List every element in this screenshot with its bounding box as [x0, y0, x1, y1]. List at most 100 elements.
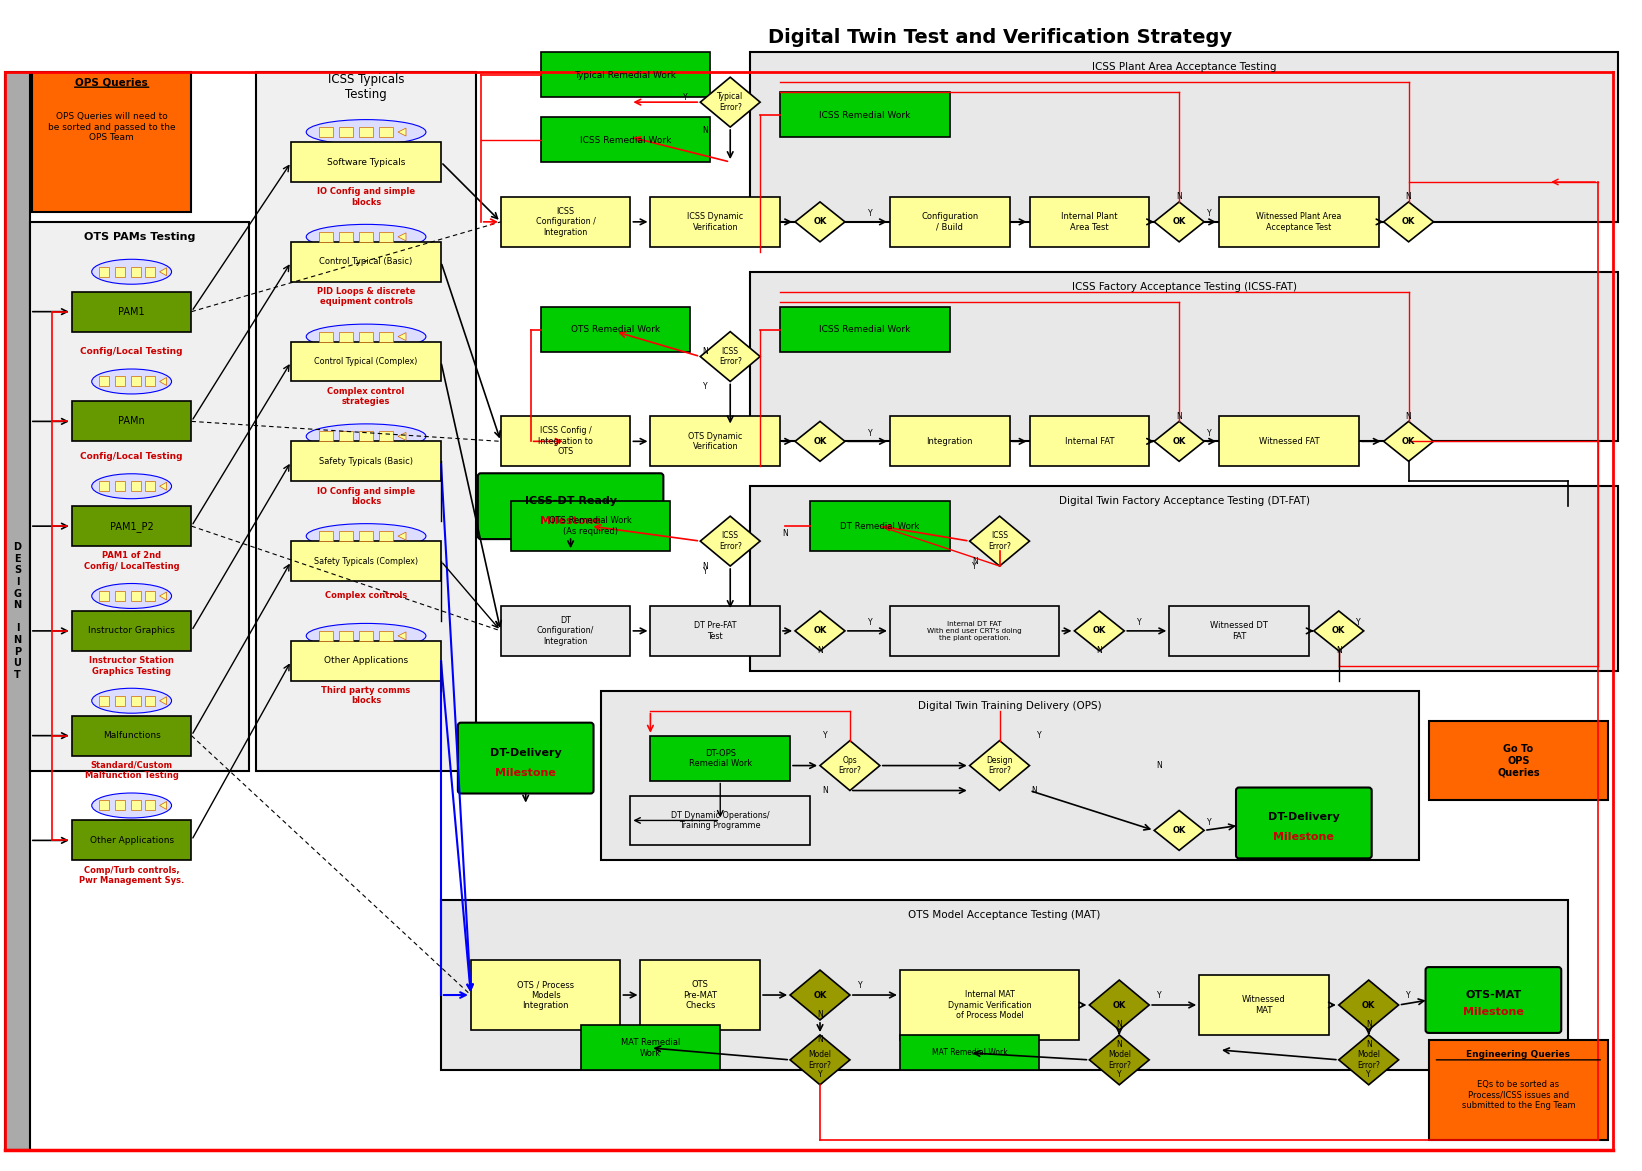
FancyBboxPatch shape	[115, 591, 125, 601]
Text: Y: Y	[1207, 429, 1212, 438]
Text: OTS Dynamic
Verification: OTS Dynamic Verification	[688, 432, 742, 451]
FancyBboxPatch shape	[31, 73, 192, 212]
FancyBboxPatch shape	[540, 53, 711, 97]
Polygon shape	[1314, 611, 1365, 651]
Text: Witnessed FAT: Witnessed FAT	[1258, 437, 1319, 446]
Text: Instructor Graphics: Instructor Graphics	[89, 626, 176, 636]
Text: Internal MAT
Dynamic Verification
of Process Model: Internal MAT Dynamic Verification of Pro…	[947, 991, 1031, 1020]
FancyBboxPatch shape	[72, 611, 192, 651]
Text: ICSS Config /
Integration to
OTS: ICSS Config / Integration to OTS	[539, 426, 593, 457]
Text: N: N	[1097, 646, 1102, 656]
Polygon shape	[1154, 422, 1204, 461]
Text: ICSS Typicals
Testing: ICSS Typicals Testing	[328, 73, 404, 101]
FancyBboxPatch shape	[99, 481, 108, 491]
FancyBboxPatch shape	[631, 795, 810, 845]
Text: PAM1: PAM1	[118, 307, 144, 316]
Text: N: N	[823, 786, 828, 795]
FancyBboxPatch shape	[5, 73, 30, 1150]
Text: N: N	[1117, 1040, 1121, 1049]
Text: Y: Y	[1038, 731, 1041, 740]
FancyBboxPatch shape	[291, 541, 442, 581]
Ellipse shape	[92, 689, 171, 713]
Text: N: N	[703, 562, 708, 570]
FancyBboxPatch shape	[340, 128, 353, 137]
Text: N: N	[818, 1011, 823, 1020]
Ellipse shape	[92, 793, 171, 819]
FancyBboxPatch shape	[72, 715, 192, 755]
FancyBboxPatch shape	[131, 591, 141, 601]
Text: Milestone: Milestone	[496, 767, 557, 778]
Text: Model
Error?: Model Error?	[1108, 1050, 1131, 1069]
Text: N: N	[1406, 192, 1412, 201]
FancyBboxPatch shape	[471, 960, 621, 1030]
Ellipse shape	[92, 583, 171, 609]
Text: OK: OK	[1172, 437, 1186, 446]
Text: N: N	[1156, 761, 1163, 771]
FancyBboxPatch shape	[379, 331, 392, 342]
Text: OTS PAMs Testing: OTS PAMs Testing	[84, 232, 195, 242]
Text: Config/Local Testing: Config/Local Testing	[80, 347, 182, 356]
Text: ICSS-DT Ready: ICSS-DT Ready	[524, 497, 617, 506]
Text: Y: Y	[972, 562, 977, 570]
Text: ICSS Dynamic
Verification: ICSS Dynamic Verification	[686, 212, 744, 232]
Polygon shape	[790, 1035, 851, 1084]
Text: Standard/Custom
Malfunction Testing: Standard/Custom Malfunction Testing	[85, 761, 179, 780]
Ellipse shape	[305, 324, 425, 349]
FancyBboxPatch shape	[144, 696, 154, 706]
FancyBboxPatch shape	[1030, 197, 1149, 247]
Text: Go To
OPS
Queries: Go To OPS Queries	[1498, 744, 1540, 778]
FancyBboxPatch shape	[30, 221, 250, 771]
Ellipse shape	[92, 474, 171, 499]
Polygon shape	[699, 331, 760, 382]
FancyBboxPatch shape	[340, 232, 353, 242]
Text: ICSS
Error?: ICSS Error?	[988, 532, 1011, 550]
Text: Y: Y	[683, 93, 688, 102]
Text: Y: Y	[1406, 991, 1410, 1000]
Text: PAM1_P2: PAM1_P2	[110, 521, 153, 532]
Text: Y: Y	[1356, 618, 1361, 628]
Text: OK: OK	[1113, 1000, 1126, 1009]
FancyBboxPatch shape	[379, 232, 392, 242]
Text: DT Dynamic Operations/
Training Programme: DT Dynamic Operations/ Training Programm…	[672, 810, 770, 830]
FancyBboxPatch shape	[291, 342, 442, 382]
FancyBboxPatch shape	[319, 331, 333, 342]
Text: OK: OK	[813, 437, 826, 446]
FancyBboxPatch shape	[115, 267, 125, 276]
FancyBboxPatch shape	[291, 142, 442, 182]
Text: N: N	[818, 1035, 823, 1045]
Text: OTS / Process
Models
Integration: OTS / Process Models Integration	[517, 980, 575, 1009]
FancyBboxPatch shape	[1425, 967, 1562, 1033]
FancyBboxPatch shape	[99, 377, 108, 386]
Text: Instructor Station
Graphics Testing: Instructor Station Graphics Testing	[89, 656, 174, 676]
Text: Integration: Integration	[926, 437, 974, 446]
Polygon shape	[1074, 611, 1125, 651]
FancyBboxPatch shape	[650, 605, 780, 656]
Polygon shape	[397, 632, 406, 639]
FancyBboxPatch shape	[144, 377, 154, 386]
FancyBboxPatch shape	[115, 801, 125, 810]
FancyBboxPatch shape	[810, 501, 949, 552]
FancyBboxPatch shape	[340, 631, 353, 641]
Text: ICSS Plant Area Acceptance Testing: ICSS Plant Area Acceptance Testing	[1092, 62, 1276, 73]
Text: ICSS Factory Acceptance Testing (ICSS-FAT): ICSS Factory Acceptance Testing (ICSS-FA…	[1072, 282, 1297, 292]
Text: OTS-MAT: OTS-MAT	[1465, 989, 1522, 1000]
Polygon shape	[397, 432, 406, 440]
Ellipse shape	[305, 225, 425, 249]
Text: Model
Error?: Model Error?	[1358, 1050, 1381, 1069]
Text: IO Config and simple
blocks: IO Config and simple blocks	[317, 187, 415, 206]
FancyBboxPatch shape	[379, 128, 392, 137]
FancyBboxPatch shape	[256, 73, 476, 771]
Text: Y: Y	[1117, 1070, 1121, 1080]
Text: D
E
S
I
G
N

I
N
P
U
T: D E S I G N I N P U T	[13, 542, 21, 679]
Text: OK: OK	[1402, 437, 1415, 446]
Text: Witnessed Plant Area
Acceptance Test: Witnessed Plant Area Acceptance Test	[1256, 212, 1342, 232]
Text: Design
Error?: Design Error?	[987, 755, 1013, 775]
Ellipse shape	[305, 523, 425, 548]
FancyBboxPatch shape	[131, 377, 141, 386]
Polygon shape	[970, 740, 1030, 790]
FancyBboxPatch shape	[1429, 1040, 1608, 1139]
Polygon shape	[819, 740, 880, 790]
Polygon shape	[1154, 201, 1204, 242]
Text: OK: OK	[1172, 218, 1186, 226]
FancyBboxPatch shape	[99, 696, 108, 706]
